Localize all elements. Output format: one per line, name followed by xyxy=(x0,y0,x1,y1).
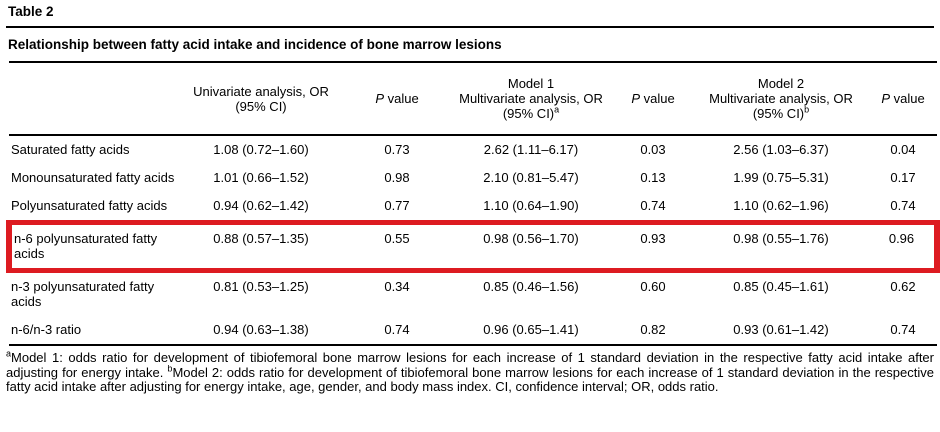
col-header-empty xyxy=(9,62,177,136)
cell-model2-or: 2.56 (1.03–6.37) xyxy=(733,142,829,157)
cell-p-model1: 0.60 xyxy=(640,279,666,294)
table-row-n6-n3-ratio: n-6/n-3 ratio 0.94 (0.63–1.38) 0.74 0.96… xyxy=(9,316,937,345)
cell-model1-or: 2.62 (1.11–6.17) xyxy=(483,142,579,157)
table-row-polyunsaturated: Polyunsaturated fatty acids 0.94 (0.62–1… xyxy=(9,192,937,223)
cell-model2-or: 1.99 (0.75–5.31) xyxy=(733,170,829,185)
results-table: Univariate analysis, OR (95% CI) P value… xyxy=(6,61,940,346)
cell-p-univariate: 0.34 xyxy=(384,279,410,294)
col-header-model2: Model 2 Multivariate analysis, OR (95% C… xyxy=(693,62,869,136)
table-title: Relationship between fatty acid intake a… xyxy=(8,37,502,52)
cell-p-model2: 0.04 xyxy=(890,142,916,157)
cell-univariate-or: 0.81 (0.53–1.25) xyxy=(213,279,309,294)
cell-univariate-or: 0.94 (0.62–1.42) xyxy=(213,198,309,213)
row-label: n-3 polyunsaturated fatty acids xyxy=(11,279,155,309)
col-header-model1: Model 1 Multivariate analysis, OR (95% C… xyxy=(449,62,613,136)
col-header-p-value-univariate: P value xyxy=(345,62,449,136)
table-label: Table 2 xyxy=(8,4,54,19)
cell-p-model2: 0.96 xyxy=(869,220,940,273)
table-header: Univariate analysis, OR (95% CI) P value… xyxy=(9,62,937,136)
footnote-marker-b: b xyxy=(167,363,173,374)
footnote-marker-a: a xyxy=(554,104,560,115)
col-header-p-value-model1: P value xyxy=(613,62,693,136)
cell-model2-or: 0.98 (0.55–1.76) xyxy=(693,220,869,273)
cell-model2-or: 0.85 (0.45–1.61) xyxy=(733,279,829,294)
cell-univariate-or: 0.88 (0.57–1.35) xyxy=(177,220,345,273)
table-row-n3-polyunsaturated: n-3 polyunsaturated fatty acids 0.81 (0.… xyxy=(9,271,937,317)
table-footnote: aModel 1: odds ratio for development of … xyxy=(6,348,934,395)
cell-p-univariate: 0.55 xyxy=(345,220,449,273)
footnote-marker-b: b xyxy=(804,104,810,115)
cell-p-model2: 0.74 xyxy=(890,198,916,213)
footnote-text-model1: Model 1: odds ratio for development of t… xyxy=(6,350,934,380)
horizontal-rule-top xyxy=(6,26,934,28)
cell-p-model2: 0.17 xyxy=(890,170,916,185)
cell-p-model1: 0.93 xyxy=(613,220,693,273)
col-header-univariate: Univariate analysis, OR (95% CI) xyxy=(177,62,345,136)
cell-p-model1: 0.82 xyxy=(640,322,666,337)
footnote-text-model2: Model 2: odds ratio for development of t… xyxy=(6,364,934,394)
cell-model1-or: 1.10 (0.64–1.90) xyxy=(483,198,579,213)
cell-model1-or: 0.85 (0.46–1.56) xyxy=(483,279,579,294)
table-row-monounsaturated: Monounsaturated fatty acids 1.01 (0.66–1… xyxy=(9,164,937,192)
cell-p-univariate: 0.73 xyxy=(384,142,410,157)
cell-model1-or: 0.98 (0.56–1.70) xyxy=(449,220,613,273)
cell-model1-or: 2.10 (0.81–5.47) xyxy=(483,170,579,185)
cell-p-model2: 0.62 xyxy=(890,279,916,294)
cell-model2-or: 0.93 (0.61–1.42) xyxy=(733,322,829,337)
col-header-p-value-model2: P value xyxy=(869,62,937,136)
row-label: Saturated fatty acids xyxy=(11,142,130,157)
cell-p-model1: 0.03 xyxy=(640,142,666,157)
row-label: Monounsaturated fatty acids xyxy=(11,170,175,185)
cell-p-model1: 0.74 xyxy=(640,198,666,213)
table-body: Saturated fatty acids 1.08 (0.72–1.60) 0… xyxy=(6,135,940,345)
cell-p-univariate: 0.98 xyxy=(384,170,410,185)
footnote-marker-a: a xyxy=(6,348,12,359)
cell-p-univariate: 0.77 xyxy=(384,198,410,213)
row-label: n-6 polyunsaturated fatty acids xyxy=(6,220,177,273)
row-label: n-6/n-3 ratio xyxy=(11,322,82,337)
cell-model2-or: 1.10 (0.62–1.96) xyxy=(733,198,829,213)
cell-p-model1: 0.13 xyxy=(640,170,666,185)
cell-univariate-or: 0.94 (0.63–1.38) xyxy=(213,322,309,337)
row-label: Polyunsaturated fatty acids xyxy=(11,198,168,213)
table-row-n6-polyunsaturated-highlighted: n-6 polyunsaturated fatty acids 0.88 (0.… xyxy=(6,220,940,273)
paper-table-page: Table 2 Relationship between fatty acid … xyxy=(6,4,940,395)
cell-univariate-or: 1.01 (0.66–1.52) xyxy=(213,170,309,185)
table-row-saturated: Saturated fatty acids 1.08 (0.72–1.60) 0… xyxy=(9,135,937,164)
cell-p-model2: 0.74 xyxy=(890,322,916,337)
cell-p-univariate: 0.74 xyxy=(384,322,410,337)
cell-model1-or: 0.96 (0.65–1.41) xyxy=(483,322,579,337)
cell-univariate-or: 1.08 (0.72–1.60) xyxy=(213,142,309,157)
